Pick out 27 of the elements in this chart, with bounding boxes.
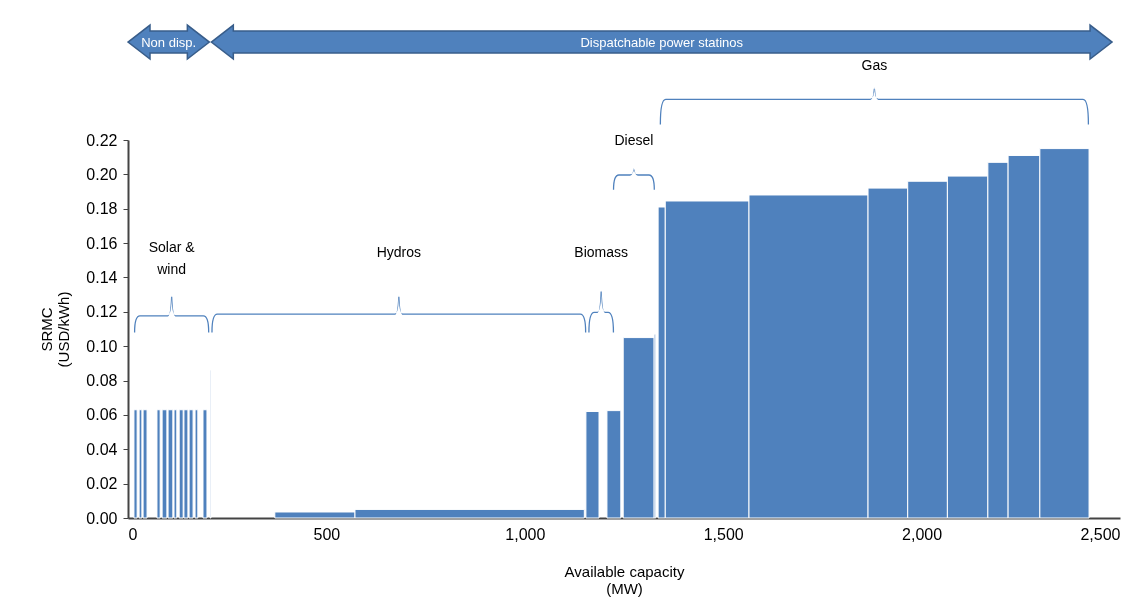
x-tick-label: 2,500 bbox=[1080, 525, 1121, 543]
y-tick-label: 0.02 bbox=[86, 475, 118, 493]
y-tick-label: 0.16 bbox=[86, 234, 118, 252]
y-tick-label: 0.12 bbox=[86, 303, 118, 321]
y-tick-label: 0.14 bbox=[86, 268, 118, 286]
y-tick-label: 0.06 bbox=[86, 406, 118, 424]
y-tick-label: 0.20 bbox=[86, 165, 118, 183]
y-tick-label: 0.00 bbox=[86, 509, 118, 527]
y-tick-label: 0.22 bbox=[86, 131, 118, 149]
x-tick-label: 2,000 bbox=[902, 525, 943, 543]
text: Gas bbox=[861, 56, 888, 73]
text: Non disp. bbox=[141, 35, 197, 51]
x-axis-title: Available capacity (MW) bbox=[564, 562, 685, 597]
annotation: Hydros bbox=[376, 243, 421, 260]
y-tick-label: 0.08 bbox=[86, 372, 118, 390]
y-tick-label: 0.04 bbox=[86, 440, 118, 458]
annotation: Biomass bbox=[574, 243, 629, 260]
y-tick-label: 0.18 bbox=[86, 200, 118, 218]
text: Dispatchable power statinos bbox=[580, 35, 744, 51]
x-tick-label: 500 bbox=[313, 525, 341, 543]
x-tick-label: 0 bbox=[128, 525, 138, 543]
annotation: Diesel bbox=[614, 132, 654, 149]
y-tick-label: 0.10 bbox=[86, 337, 118, 355]
x-tick-label: 1,000 bbox=[505, 525, 546, 543]
annotation: Solar & wind bbox=[148, 238, 196, 277]
x-tick-label: 1,500 bbox=[703, 525, 744, 543]
y-axis-title: SRMC (USD/kWh) bbox=[38, 291, 73, 368]
